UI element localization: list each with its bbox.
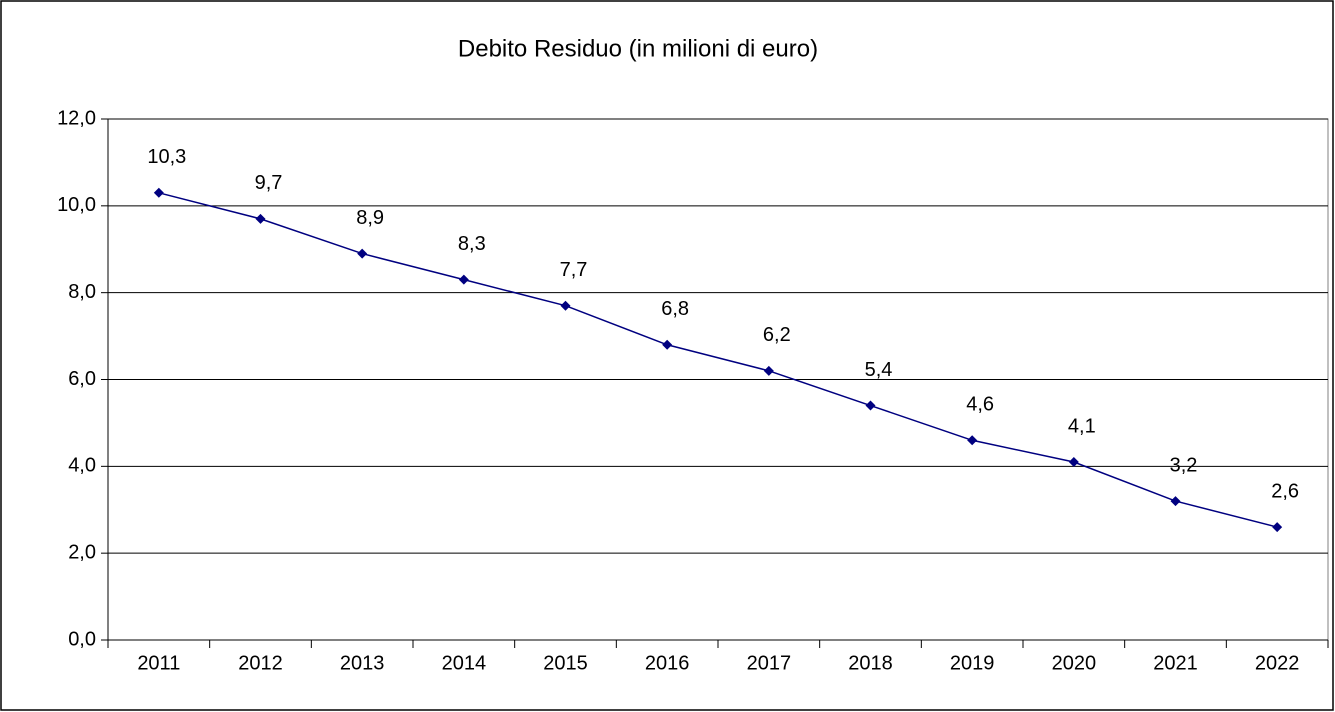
y-tick-label: 4,0	[68, 455, 96, 477]
y-tick-label: 12,0	[57, 107, 96, 129]
x-tick-label: 2021	[1153, 652, 1198, 674]
data-label: 5,4	[865, 359, 893, 381]
y-tick-label: 2,0	[68, 541, 96, 563]
x-tick-label: 2018	[848, 652, 893, 674]
marker	[1170, 496, 1181, 507]
x-tick-label: 2014	[442, 652, 487, 674]
data-label: 2,6	[1271, 480, 1299, 502]
data-label: 3,2	[1170, 454, 1198, 476]
y-tick-label: 0,0	[68, 628, 96, 650]
marker	[1272, 522, 1283, 533]
chart-title: Debito Residuo (in milioni di euro)	[458, 35, 818, 62]
x-tick-label: 2011	[137, 652, 180, 674]
data-label: 8,3	[458, 233, 486, 255]
data-label: 6,8	[661, 298, 689, 320]
marker	[153, 187, 164, 198]
marker	[458, 274, 469, 285]
marker	[560, 300, 571, 311]
marker	[357, 248, 368, 259]
data-label: 4,1	[1068, 415, 1096, 437]
x-tick-label: 2020	[1052, 652, 1097, 674]
x-tick-label: 2017	[747, 652, 792, 674]
data-label: 4,6	[966, 394, 994, 416]
data-label: 6,2	[763, 324, 791, 346]
x-tick-label: 2016	[645, 652, 690, 674]
marker	[763, 365, 774, 376]
marker	[865, 400, 876, 411]
data-label: 10,3	[147, 146, 186, 168]
marker	[662, 339, 673, 350]
y-tick-label: 10,0	[57, 194, 96, 216]
x-tick-label: 2015	[543, 652, 588, 674]
x-tick-label: 2022	[1255, 652, 1300, 674]
x-tick-label: 2019	[950, 652, 995, 674]
x-tick-label: 2013	[340, 652, 385, 674]
x-tick-label: 2012	[238, 652, 283, 674]
data-label: 9,7	[255, 172, 283, 194]
data-label: 7,7	[560, 259, 588, 281]
marker	[1068, 456, 1079, 467]
marker	[967, 435, 978, 446]
line	[158, 192, 1278, 528]
marker	[255, 213, 266, 224]
y-tick-label: 6,0	[68, 368, 96, 390]
y-tick-label: 8,0	[68, 281, 96, 303]
data-label: 8,9	[356, 207, 384, 229]
